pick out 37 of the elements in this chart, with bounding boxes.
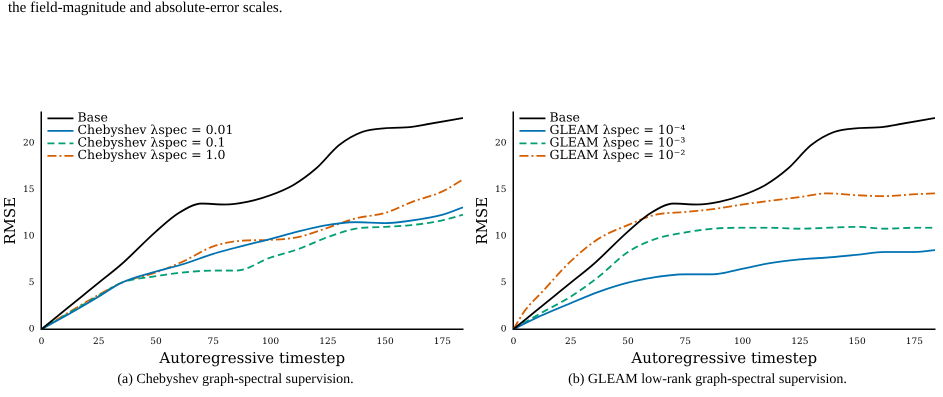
- x-tick-label: 150: [376, 336, 394, 347]
- x-tick-label: 100: [734, 336, 752, 347]
- legend-label: Chebyshev λspec = 0.01: [77, 122, 234, 138]
- y-tick-label: 0: [500, 324, 507, 335]
- y-axis-title: RMSE: [0, 196, 19, 245]
- y-tick-label: 0: [28, 324, 35, 335]
- x-tick-label: 125: [319, 336, 337, 347]
- x-tick-label: 100: [262, 336, 280, 347]
- y-tick-label: 20: [495, 138, 507, 148]
- y-tick-label: 10: [495, 231, 507, 242]
- x-tick-label: 175: [906, 336, 924, 347]
- x-tick-label: 25: [565, 336, 577, 347]
- x-tick-label: 0: [510, 336, 517, 347]
- x-tick-label: 75: [680, 336, 692, 347]
- x-tick-label: 25: [93, 336, 105, 347]
- y-tick-label: 20: [23, 138, 35, 148]
- text: (b) GLEAM low-rank graph-spectral supervision.: [567, 372, 848, 388]
- text: (a) Chebyshev graph-spectral supervision.: [116, 372, 355, 388]
- x-tick-label: 75: [208, 336, 220, 347]
- x-tick-label: 125: [791, 336, 809, 347]
- y-tick-label: 15: [23, 184, 35, 195]
- x-tick-label: 150: [848, 336, 866, 347]
- y-axis-title: RMSE: [472, 196, 491, 245]
- x-axis-title: Autoregressive timestep: [630, 348, 818, 367]
- y-tick-label: 15: [495, 184, 507, 195]
- x-axis-title: Autoregressive timestep: [158, 348, 346, 367]
- legend-label: GLEAM λspec = 10⁻⁴: [549, 122, 686, 138]
- x-tick-label: 50: [150, 336, 162, 347]
- y-tick-label: 5: [500, 278, 507, 288]
- x-tick-label: 0: [38, 336, 45, 347]
- legend-label: Base: [77, 110, 108, 125]
- x-tick-label: 175: [434, 336, 452, 347]
- y-tick-label: 5: [28, 278, 35, 288]
- y-tick-label: 10: [23, 231, 35, 242]
- x-tick-label: 50: [622, 336, 634, 347]
- legend-label: Base: [549, 110, 580, 125]
- text: the field-magnitude and absolute-error scales.: [8, 0, 282, 17]
